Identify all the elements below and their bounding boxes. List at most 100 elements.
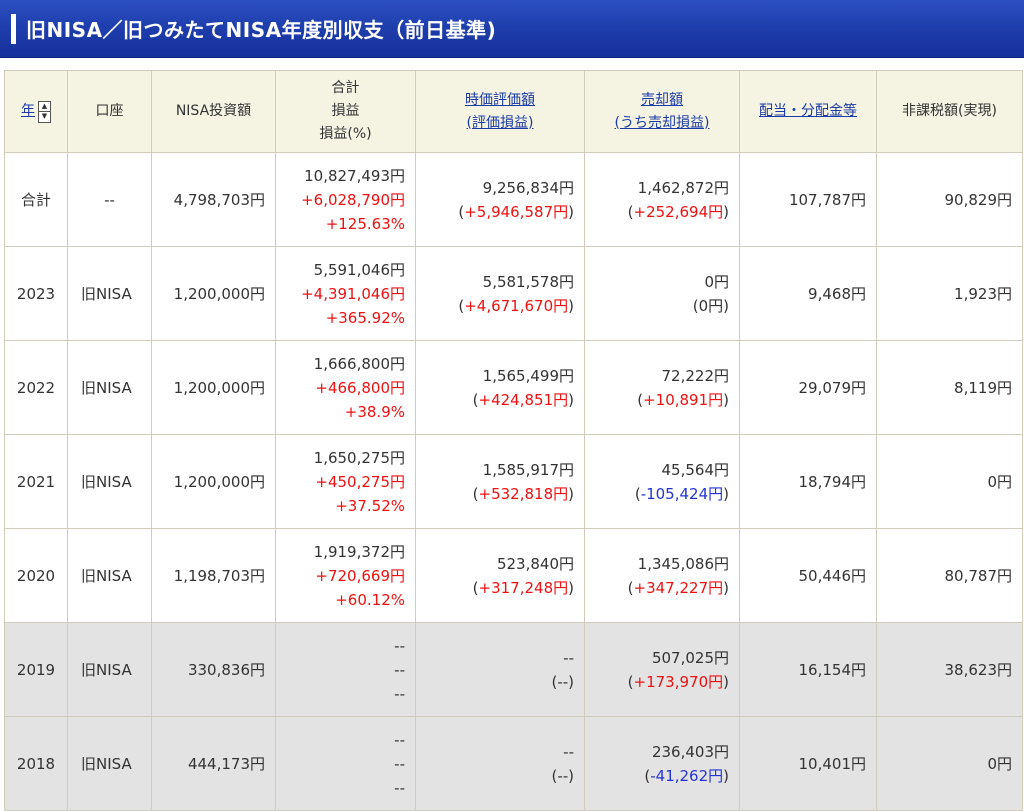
header-sell[interactable]: 売却額 (うち売却損益) <box>584 70 740 153</box>
sell-pl: -105,424円 <box>640 484 724 503</box>
sort-sell-link[interactable]: 売却額 <box>641 91 683 108</box>
cell-year: 2019 <box>4 622 68 717</box>
cell-sell: 507,025円 (+173,970円) <box>584 622 740 717</box>
cell-market: -- (--) <box>415 622 585 717</box>
annual-balance-table: 年 ▲ ▼ 口座 NISA投資額 合計 損益 損益(%) 時価評価額 (評価損益)… <box>4 70 1023 811</box>
total-pct: +38.9% <box>344 402 405 421</box>
sell-pl-line: (-105,424円) <box>634 484 729 503</box>
total-value: 5,591,046円 <box>313 260 405 279</box>
cell-market: -- (--) <box>415 716 585 811</box>
cell-year: 2020 <box>4 528 68 623</box>
sort-sell-pl-link[interactable]: (うち売却損益) <box>614 114 710 131</box>
sort-year-link[interactable]: 年 <box>21 103 35 119</box>
sell-pl: -41,262円 <box>650 766 724 785</box>
market-value: 5,581,578円 <box>482 272 574 291</box>
header-total-line1: 合計 <box>331 80 360 96</box>
cell-invest: 444,173円 <box>151 716 276 811</box>
cell-invest: 330,836円 <box>151 622 276 717</box>
sell-pl: +347,227円 <box>633 578 724 597</box>
sell-value: 72,222円 <box>661 366 730 385</box>
cell-account: 旧NISA <box>67 528 152 623</box>
cell-year: 2018 <box>4 716 68 811</box>
cell-total: 1,666,800円 +466,800円 +38.9% <box>275 340 416 435</box>
header-dividend[interactable]: 配当・分配金等 <box>739 70 877 153</box>
cell-total: 10,827,493円 +6,028,790円 +125.63% <box>275 152 416 247</box>
total-value: -- <box>394 730 405 749</box>
cell-dividend: 10,401円 <box>739 716 877 811</box>
total-pl: -- <box>394 754 405 773</box>
market-pl: +4,671,670円 <box>464 296 569 315</box>
total-pct: +60.12% <box>335 590 405 609</box>
cell-taxfree: 8,119円 <box>876 340 1023 435</box>
cell-dividend: 29,079円 <box>739 340 877 435</box>
market-value: -- <box>563 742 574 761</box>
market-value: 1,565,499円 <box>482 366 574 385</box>
sell-pl-line: (+173,970円) <box>627 672 729 691</box>
cell-invest: 1,198,703円 <box>151 528 276 623</box>
sell-value: 0円 <box>704 272 729 291</box>
total-pl: +450,275円 <box>315 472 405 491</box>
total-pl: +466,800円 <box>315 378 405 397</box>
cell-invest: 4,798,703円 <box>151 152 276 247</box>
header-total-line3: 損益(%) <box>319 126 372 142</box>
sort-market-link[interactable]: 時価評価額 <box>465 91 535 108</box>
cell-dividend: 9,468円 <box>739 246 877 341</box>
market-pl-line: (+532,818円) <box>472 484 574 503</box>
sort-up-down-icon[interactable]: ▲ ▼ <box>38 100 51 123</box>
total-pct: +37.52% <box>335 496 405 515</box>
cell-market: 5,581,578円 (+4,671,670円) <box>415 246 585 341</box>
total-pl: +720,669円 <box>315 566 405 585</box>
cell-year: 2023 <box>4 246 68 341</box>
cell-account: 旧NISA <box>67 716 152 811</box>
sort-dividend-link[interactable]: 配当・分配金等 <box>759 103 857 119</box>
total-pct: +365.92% <box>325 308 405 327</box>
cell-market: 9,256,834円 (+5,946,587円) <box>415 152 585 247</box>
sell-value: 1,462,872円 <box>637 178 729 197</box>
cell-total: 1,650,275円 +450,275円 +37.52% <box>275 434 416 529</box>
cell-year: 2021 <box>4 434 68 529</box>
sell-pl: +173,970円 <box>633 672 724 691</box>
market-value: 523,840円 <box>496 554 574 573</box>
table-header-row: 年 ▲ ▼ 口座 NISA投資額 合計 損益 損益(%) 時価評価額 (評価損益)… <box>4 70 1023 153</box>
table-row-total: 合計 -- 4,798,703円 10,827,493円 +6,028,790円 +125… <box>4 152 1023 247</box>
cell-sell: 0円 (0円) <box>584 246 740 341</box>
cell-invest: 1,200,000円 <box>151 246 276 341</box>
header-total: 合計 損益 損益(%) <box>275 70 416 153</box>
cell-market: 1,585,917円 (+532,818円) <box>415 434 585 529</box>
market-pl: +5,946,587円 <box>464 202 569 221</box>
total-pl: +4,391,046円 <box>301 284 405 303</box>
total-pct: -- <box>394 684 405 703</box>
cell-invest: 1,200,000円 <box>151 434 276 529</box>
market-pl-line: (+5,946,587円) <box>458 202 574 221</box>
header-market[interactable]: 時価評価額 (評価損益) <box>415 70 585 153</box>
cell-year: 合計 <box>4 152 68 247</box>
header-invest: NISA投資額 <box>151 70 276 153</box>
total-pct: -- <box>394 778 405 797</box>
market-value: 9,256,834円 <box>482 178 574 197</box>
market-pl: -- <box>557 766 569 785</box>
cell-account: -- <box>67 152 152 247</box>
cell-dividend: 107,787円 <box>739 152 877 247</box>
table-row: 2018 旧NISA 444,173円 -- -- -- -- (--) 236,403円 (-4… <box>4 716 1023 811</box>
total-value: 1,650,275円 <box>313 448 405 467</box>
cell-dividend: 18,794円 <box>739 434 877 529</box>
cell-sell: 45,564円 (-105,424円) <box>584 434 740 529</box>
header-taxfree: 非課税額(実現) <box>876 70 1023 153</box>
total-value: 1,919,372円 <box>313 542 405 561</box>
sort-market-pl-link[interactable]: (評価損益) <box>466 114 534 131</box>
total-pct: +125.63% <box>325 214 405 233</box>
header-year[interactable]: 年 ▲ ▼ <box>4 70 68 153</box>
market-pl-line: (+424,851円) <box>472 390 574 409</box>
total-pl: -- <box>394 660 405 679</box>
page-title: 旧NISA／旧つみたてNISA年度別収支（前日基準) <box>26 18 497 42</box>
market-pl-line: (--) <box>551 672 574 691</box>
cell-taxfree: 1,923円 <box>876 246 1023 341</box>
cell-sell: 236,403円 (-41,262円) <box>584 716 740 811</box>
market-pl-line: (+4,671,670円) <box>458 296 574 315</box>
cell-taxfree: 0円 <box>876 716 1023 811</box>
sell-pl-line: (0円) <box>692 296 729 315</box>
table-row: 2021 旧NISA 1,200,000円 1,650,275円 +450,275円 +3… <box>4 434 1023 529</box>
cell-account: 旧NISA <box>67 622 152 717</box>
page-title-bar: 旧NISA／旧つみたてNISA年度別収支（前日基準) <box>0 0 1024 58</box>
header-total-line2: 損益 <box>331 103 360 119</box>
